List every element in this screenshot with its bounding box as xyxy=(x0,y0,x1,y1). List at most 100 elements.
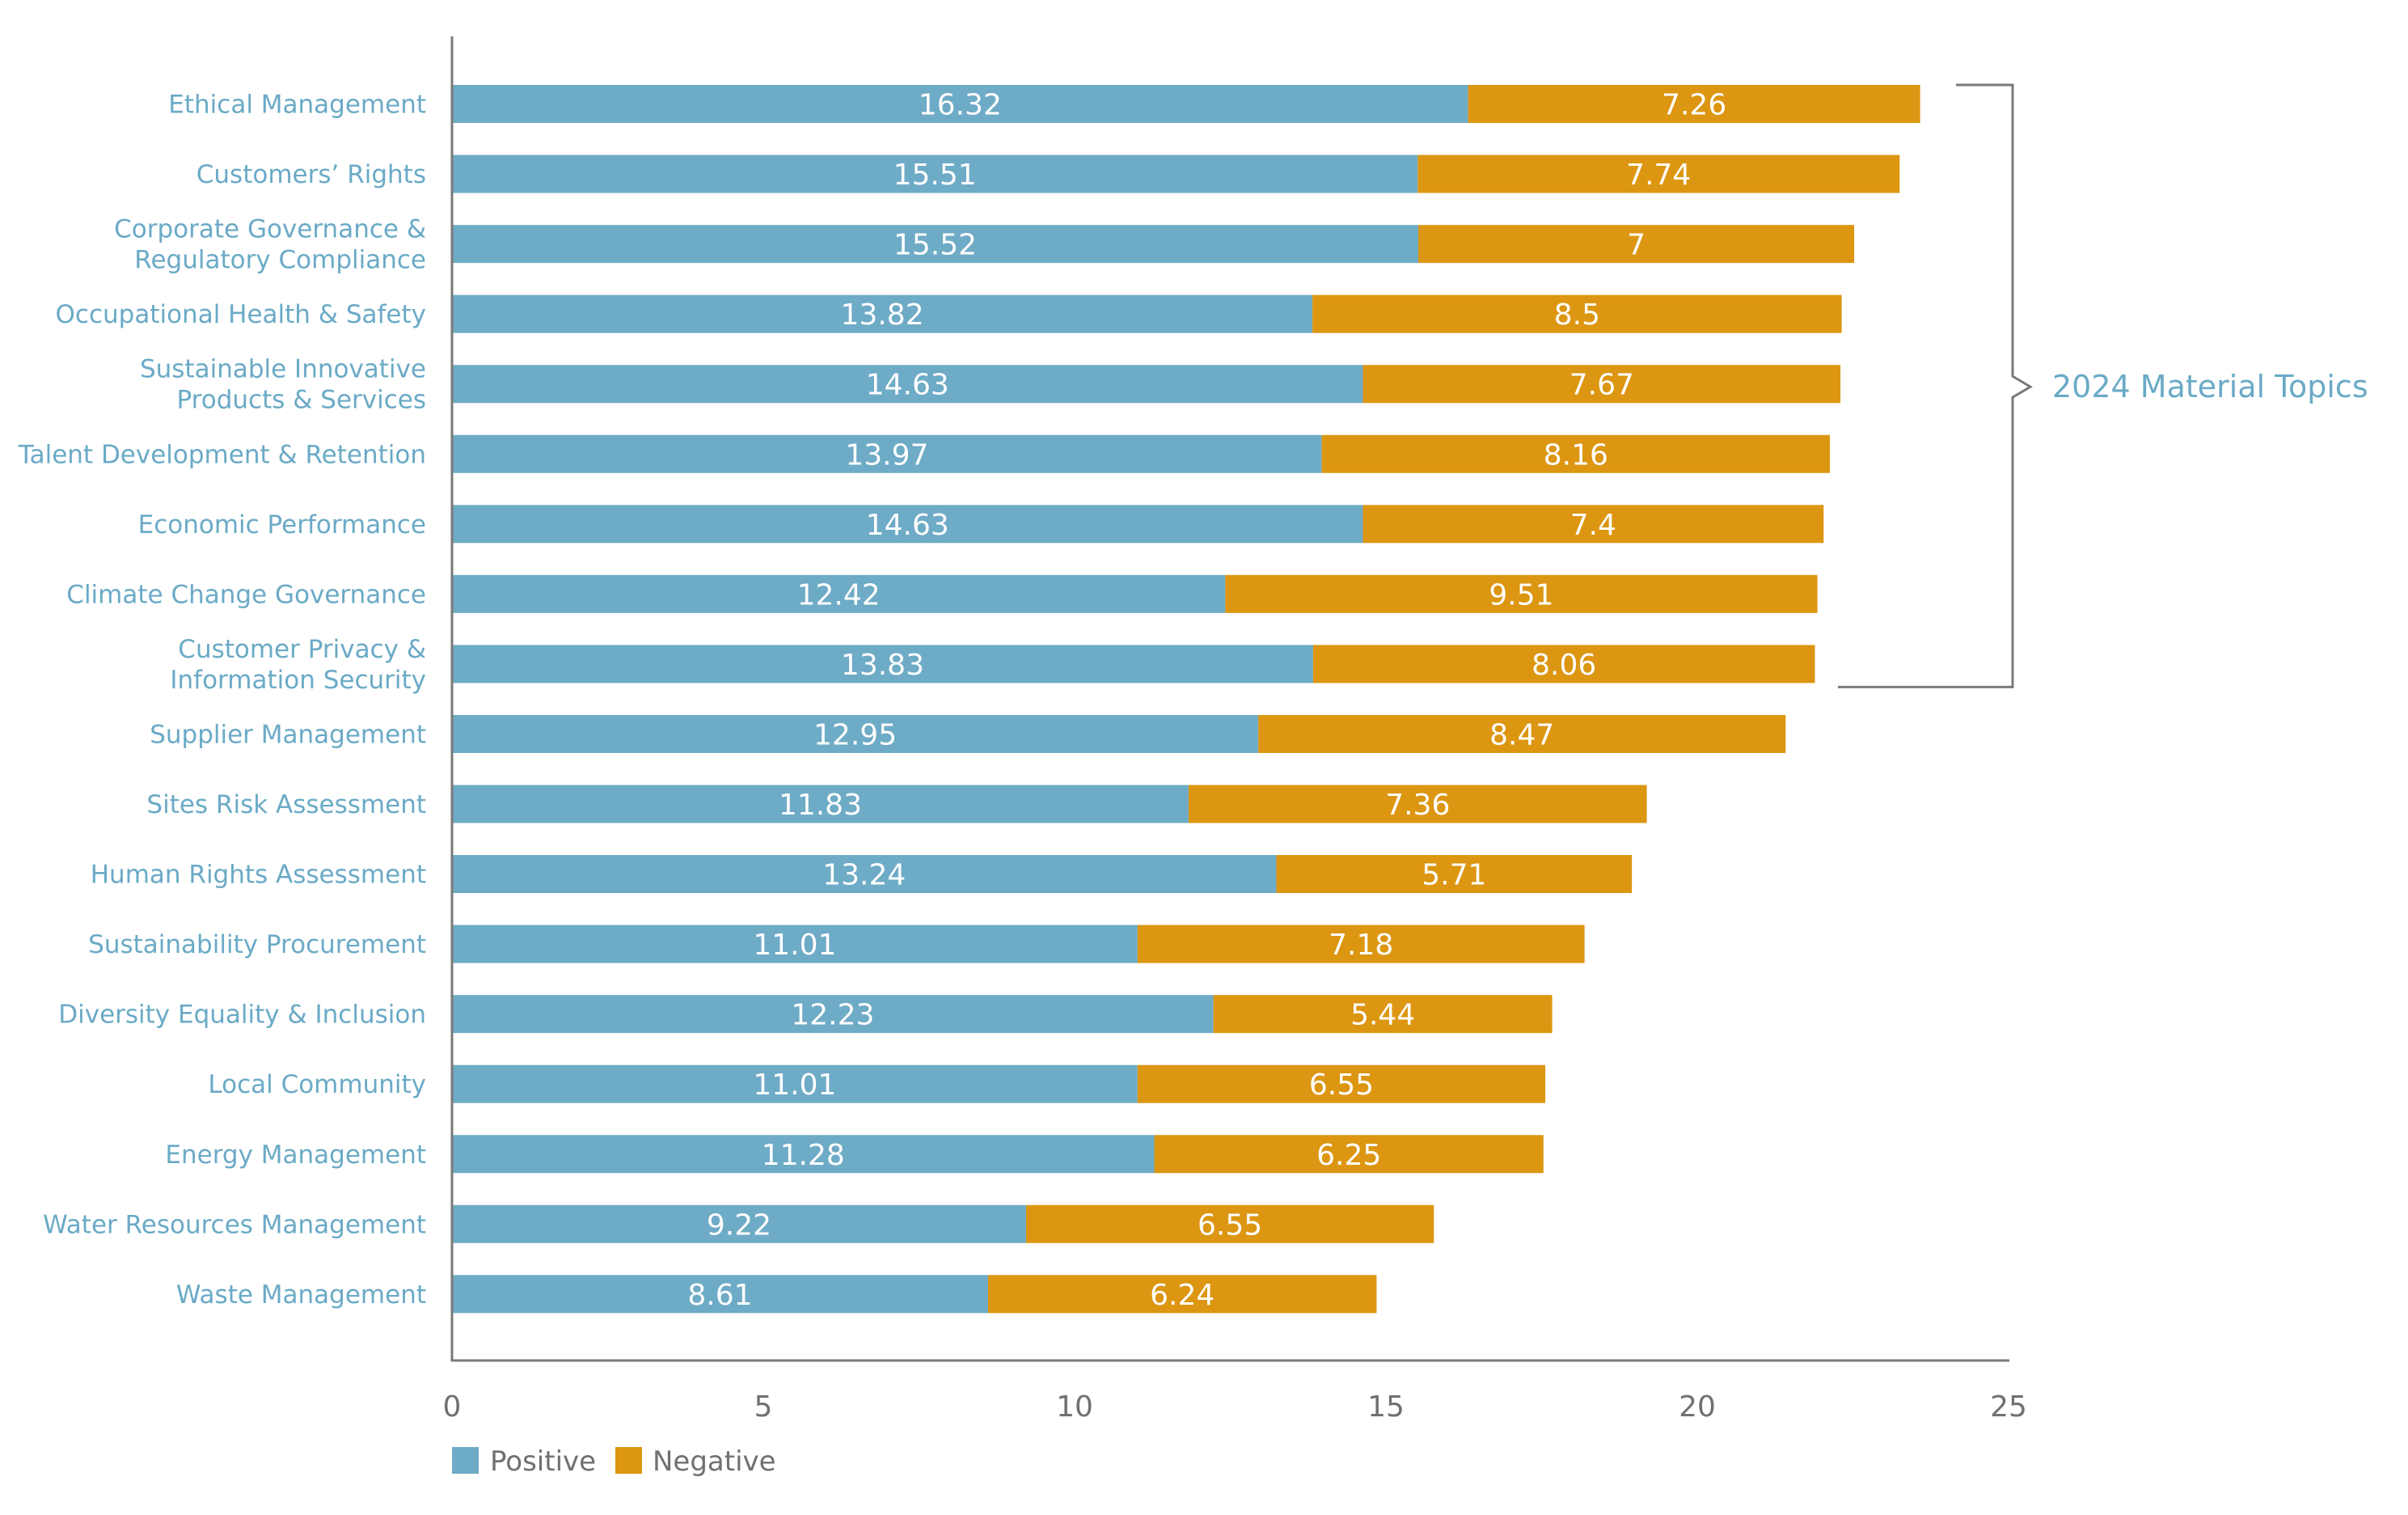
bar-row: 16.32 7.26 xyxy=(452,85,1920,123)
value-label-positive: 14.63 xyxy=(866,509,949,542)
bar-negative xyxy=(1321,434,1831,473)
x-tick-labels: 0 5 10 15 20 25 xyxy=(443,1390,2027,1424)
category-label: Sustainable Innovative xyxy=(140,355,426,384)
value-label-negative: 8.16 xyxy=(1544,438,1608,472)
value-label-negative: 8.47 xyxy=(1489,718,1554,751)
value-label-positive: 12.95 xyxy=(813,718,897,751)
bar-negative xyxy=(1225,574,1818,613)
value-label-negative: 8.5 xyxy=(1554,298,1600,332)
bar-negative xyxy=(1137,925,1585,963)
legend-swatch-negative xyxy=(615,1447,642,1474)
bar-positive xyxy=(452,85,1468,123)
bar-negative xyxy=(1418,225,1855,264)
x-tick-label: 20 xyxy=(1679,1390,1716,1424)
bar-row: 14.63 7.4 xyxy=(452,505,1824,544)
bar-positive xyxy=(452,225,1419,264)
bar-negative xyxy=(1276,855,1633,894)
bar-positive xyxy=(452,855,1277,894)
category-label: Customer Privacy & xyxy=(178,635,426,664)
bar-positive xyxy=(452,1204,1026,1243)
category-label: Human Rights Assessment xyxy=(91,861,426,890)
value-label-negative: 6.55 xyxy=(1198,1208,1262,1242)
bar-row: 13.97 8.16 xyxy=(452,434,1831,473)
value-label-positive: 13.83 xyxy=(841,649,924,682)
bar-row: 13.24 5.71 xyxy=(452,855,1633,894)
category-label: Diversity Equality & Inclusion xyxy=(58,1001,426,1030)
bar-positive xyxy=(452,574,1226,613)
bar-row: 11.01 7.18 xyxy=(452,925,1585,963)
bars-group: 16.32 7.26 15.51 7.74 15.52 7 13.82 8.5 14.63 7.6… xyxy=(452,85,1920,1314)
category-label: Occupational Health & Safety xyxy=(56,300,427,329)
value-label-negative: 6.55 xyxy=(1309,1069,1374,1102)
value-label-positive: 16.32 xyxy=(919,89,1002,122)
x-tick-label: 0 xyxy=(443,1390,462,1424)
bar-row: 12.95 8.47 xyxy=(452,714,1786,753)
bar-row: 11.01 6.55 xyxy=(452,1064,1546,1103)
bar-row: 12.23 5.44 xyxy=(452,995,1553,1034)
category-label: Regulatory Compliance xyxy=(134,246,426,275)
category-label: Waste Management xyxy=(176,1280,426,1310)
value-label-negative: 7.26 xyxy=(1662,89,1726,122)
category-label: Economic Performance xyxy=(138,510,426,540)
x-tick-label: 15 xyxy=(1367,1390,1405,1424)
value-label-positive: 14.63 xyxy=(866,369,949,402)
category-label: Corporate Governance & xyxy=(114,215,426,244)
value-label-positive: 8.61 xyxy=(687,1279,752,1312)
legend-label-negative: Negative xyxy=(653,1445,776,1478)
bar-positive xyxy=(452,995,1214,1034)
bar-positive xyxy=(452,1275,988,1314)
bar-row: 13.83 8.06 xyxy=(452,645,1815,683)
material-topics-label: 2024 Material Topics xyxy=(2052,369,2368,404)
value-label-positive: 15.52 xyxy=(893,229,977,262)
bar-positive xyxy=(452,434,1322,473)
value-label-positive: 9.22 xyxy=(707,1208,771,1242)
bar-negative xyxy=(1258,714,1786,753)
bar-row: 11.28 6.25 xyxy=(452,1135,1544,1174)
value-label-negative: 7.74 xyxy=(1626,159,1691,192)
bar-row: 11.83 7.36 xyxy=(452,785,1647,823)
bar-negative xyxy=(1417,154,1900,193)
bar-row: 9.22 6.55 xyxy=(452,1204,1434,1243)
value-label-negative: 7.18 xyxy=(1329,929,1393,962)
bar-negative xyxy=(1312,294,1842,333)
category-labels: Ethical Management Customers’ Rights Corpo… xyxy=(18,91,426,1310)
bar-row: 13.82 8.5 xyxy=(452,294,1842,333)
value-label-negative: 9.51 xyxy=(1489,578,1553,612)
value-label-positive: 13.24 xyxy=(822,859,906,892)
bar-positive xyxy=(452,645,1313,683)
value-label-positive: 13.97 xyxy=(845,438,928,472)
bar-positive xyxy=(452,154,1418,193)
bar-positive xyxy=(452,1064,1138,1103)
bar-negative xyxy=(1213,995,1553,1034)
bar-negative xyxy=(1468,85,1920,123)
legend-label-positive: Positive xyxy=(490,1445,596,1478)
category-label: Supplier Management xyxy=(150,720,426,749)
value-label-negative: 7.4 xyxy=(1570,509,1616,542)
x-tick-label: 25 xyxy=(1990,1390,2027,1424)
category-label: Water Resources Management xyxy=(43,1210,426,1239)
value-label-positive: 12.42 xyxy=(797,578,881,612)
value-label-positive: 11.01 xyxy=(753,929,836,962)
bar-row: 15.51 7.74 xyxy=(452,154,1900,193)
bar-row: 14.63 7.67 xyxy=(452,365,1841,404)
bar-row: 15.52 7 xyxy=(452,225,1855,264)
bar-positive xyxy=(452,294,1313,333)
category-label: Local Community xyxy=(208,1070,426,1099)
material-topics-bracket: 2024 Material Topics xyxy=(1838,83,2368,688)
value-label-negative: 7 xyxy=(1627,229,1645,262)
bar-negative xyxy=(1362,505,1824,544)
value-label-positive: 15.51 xyxy=(893,159,977,192)
value-label-negative: 8.06 xyxy=(1531,649,1596,682)
x-tick-label: 5 xyxy=(754,1390,773,1424)
axes xyxy=(450,36,2009,1362)
value-label-positive: 13.82 xyxy=(841,298,924,332)
legend: Positive Negative xyxy=(452,1445,776,1478)
category-label: Climate Change Governance xyxy=(66,580,426,609)
value-label-negative: 6.25 xyxy=(1316,1139,1381,1172)
value-label-positive: 11.83 xyxy=(779,789,862,822)
bracket-line xyxy=(1838,83,2033,688)
legend-swatch-positive xyxy=(452,1447,479,1474)
value-label-negative: 6.24 xyxy=(1150,1279,1215,1312)
bar-negative xyxy=(987,1275,1377,1314)
bar-negative xyxy=(1312,645,1815,683)
